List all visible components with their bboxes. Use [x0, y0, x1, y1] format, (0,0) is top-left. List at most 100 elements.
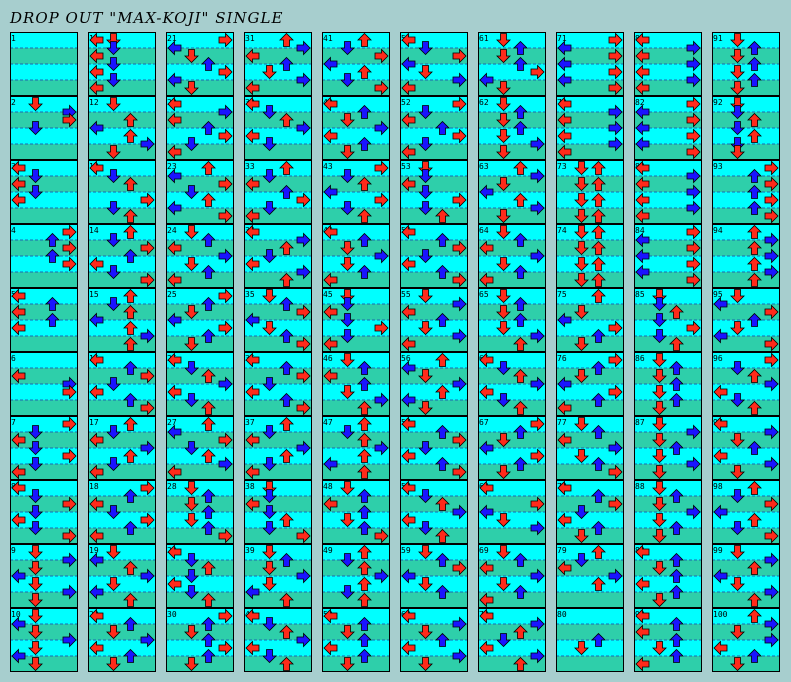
beat-band: [10, 256, 78, 272]
up-arrow-icon: [201, 328, 216, 343]
down-arrow-icon: [106, 233, 121, 248]
right-arrow-icon: [764, 496, 779, 512]
down-arrow-icon: [28, 593, 43, 608]
measure: 100: [712, 608, 780, 672]
beat-band: [712, 272, 780, 288]
beat-band: [400, 464, 468, 480]
up-arrow-icon: [747, 72, 762, 87]
measure: 82: [634, 96, 702, 160]
beat-band: [400, 528, 468, 544]
beat-band: [712, 656, 780, 672]
left-arrow-icon: [401, 32, 416, 48]
beat-band: [712, 512, 780, 528]
left-arrow-icon: [323, 456, 338, 472]
down-arrow-icon: [730, 65, 745, 80]
beat-band: [478, 480, 546, 496]
up-arrow-icon: [357, 520, 372, 535]
up-arrow-icon: [591, 208, 606, 223]
beat-band: [88, 528, 156, 544]
beat-band: [322, 544, 390, 560]
measure-border: [556, 32, 624, 96]
right-arrow-icon: [296, 336, 311, 352]
beat-band: [244, 528, 312, 544]
right-arrow-icon: [686, 96, 701, 112]
up-arrow-icon: [357, 616, 372, 631]
beat-band: [244, 656, 312, 672]
beat-band: [244, 80, 312, 96]
measure-border: [166, 288, 234, 352]
right-arrow-icon: [140, 368, 155, 384]
measure-number: 62: [479, 98, 489, 107]
beat-band: [634, 496, 702, 512]
beat-band: [166, 560, 234, 576]
up-arrow-icon: [123, 592, 138, 607]
beat-band: [244, 240, 312, 256]
left-arrow-icon: [11, 480, 26, 496]
beat-band: [88, 576, 156, 592]
measure-number: 71: [557, 34, 567, 43]
up-arrow-icon: [669, 648, 684, 663]
down-arrow-icon: [574, 241, 589, 256]
up-arrow-icon: [357, 360, 372, 375]
measure: 77: [556, 416, 624, 480]
down-arrow-icon: [418, 201, 433, 216]
down-arrow-icon: [496, 129, 511, 144]
beat-band: [634, 368, 702, 384]
down-arrow-icon: [496, 177, 511, 192]
right-arrow-icon: [452, 648, 467, 664]
beat-band: [244, 576, 312, 592]
up-arrow-icon: [591, 360, 606, 375]
down-arrow-icon: [262, 457, 277, 472]
measure: 13: [88, 160, 156, 224]
measure: 31: [244, 32, 312, 96]
measure-number: 73: [557, 162, 567, 171]
measure-border: [88, 608, 156, 672]
beat-band: [478, 528, 546, 544]
measure: 30: [166, 608, 234, 672]
beat-band: [10, 192, 78, 208]
up-arrow-icon: [513, 336, 528, 351]
up-arrow-icon: [747, 200, 762, 215]
up-arrow-icon: [201, 560, 216, 575]
measure: 47: [322, 416, 390, 480]
beat-band: [556, 48, 624, 64]
left-arrow-icon: [401, 360, 416, 376]
up-arrow-icon: [669, 376, 684, 391]
measure: 85: [634, 288, 702, 352]
left-arrow-icon: [167, 72, 182, 88]
left-arrow-icon: [167, 144, 182, 160]
down-arrow-icon: [106, 201, 121, 216]
down-arrow-icon: [340, 241, 355, 256]
measure: 66: [478, 352, 546, 416]
beat-band: [556, 544, 624, 560]
down-arrow-icon: [184, 49, 199, 64]
right-arrow-icon: [140, 440, 155, 456]
measure: 64: [478, 224, 546, 288]
measure-border: [712, 96, 780, 160]
measure-border: [634, 288, 702, 352]
beat-band: [478, 320, 546, 336]
measure: 72: [556, 96, 624, 160]
right-arrow-icon: [374, 192, 389, 208]
measure: 4: [10, 224, 78, 288]
measure-number: 99: [713, 546, 723, 555]
measure-border: [166, 480, 234, 544]
up-arrow-icon: [201, 488, 216, 503]
measure-border: [556, 288, 624, 352]
measure: 75: [556, 288, 624, 352]
beat-band: [634, 608, 702, 624]
beat-band: [712, 400, 780, 416]
down-arrow-icon: [496, 305, 511, 320]
beat-band: [400, 144, 468, 160]
left-arrow-icon: [401, 416, 416, 432]
down-arrow-icon: [418, 289, 433, 304]
measure: 23: [166, 160, 234, 224]
measure-number: 2: [11, 98, 16, 107]
measure-border: [322, 352, 390, 416]
right-arrow-icon: [62, 552, 77, 568]
right-arrow-icon: [296, 40, 311, 56]
up-arrow-icon: [747, 368, 762, 383]
down-arrow-icon: [262, 249, 277, 264]
left-arrow-icon: [245, 208, 260, 224]
beat-band: [166, 640, 234, 656]
